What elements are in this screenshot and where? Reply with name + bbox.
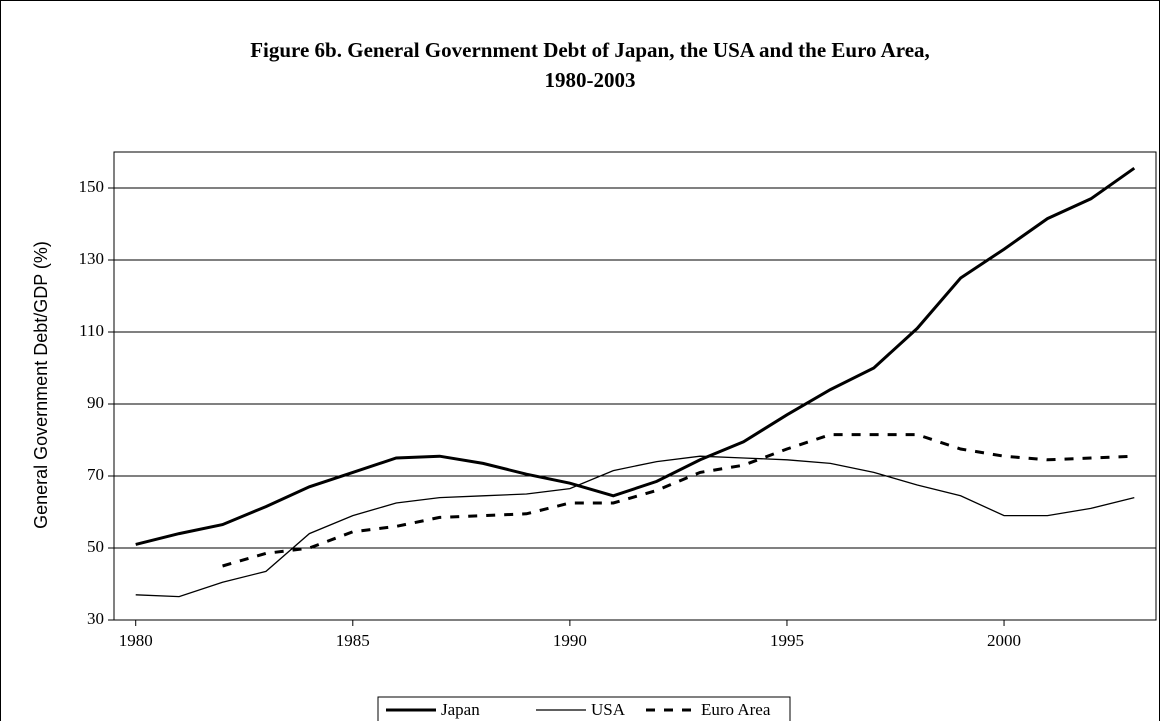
legend-label: Japan bbox=[441, 700, 480, 719]
y-tick-label: 150 bbox=[79, 177, 105, 196]
y-tick-label: 70 bbox=[87, 465, 104, 484]
series-line bbox=[135, 166, 1136, 546]
x-tick-label: 1990 bbox=[553, 631, 587, 650]
y-tick-label: 130 bbox=[79, 249, 105, 268]
chart-title: Figure 6b. General Government Debt of Ja… bbox=[250, 38, 930, 62]
legend-label: USA bbox=[591, 700, 626, 719]
x-tick-label: 1985 bbox=[336, 631, 370, 650]
y-axis-label: General Government Debt/GDP (%) bbox=[31, 241, 51, 529]
y-tick-label: 90 bbox=[87, 393, 104, 412]
plot-area bbox=[113, 151, 1157, 621]
chart-title: 1980-2003 bbox=[545, 68, 636, 92]
y-tick-label: 50 bbox=[87, 537, 104, 556]
x-tick-label: 2000 bbox=[987, 631, 1021, 650]
x-tick-label: 1995 bbox=[770, 631, 804, 650]
x-tick-label: 1980 bbox=[119, 631, 153, 650]
y-tick-label: 110 bbox=[79, 321, 104, 340]
legend-label: Euro Area bbox=[701, 700, 771, 719]
legend-box bbox=[377, 696, 791, 721]
series-line bbox=[135, 455, 1135, 598]
series-line bbox=[222, 433, 1135, 568]
y-tick-label: 30 bbox=[87, 609, 104, 628]
